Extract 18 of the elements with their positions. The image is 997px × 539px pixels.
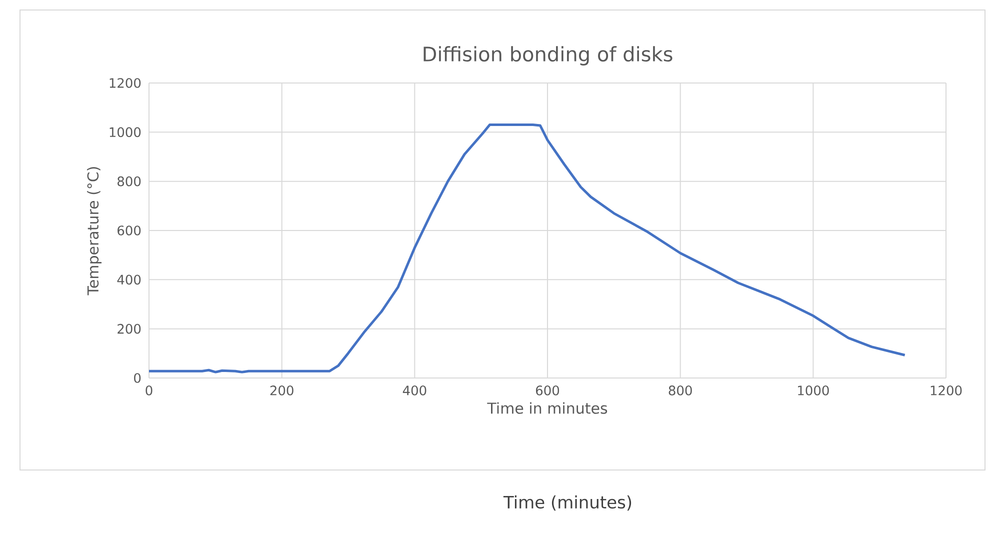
y-tick-label: 0 (134, 373, 141, 383)
y-tick-label: 600 (118, 226, 141, 236)
chart-title: Diffision bonding of disks (424, 46, 672, 66)
x-tick-label: 600 (536, 386, 560, 396)
x-tick-label: 1200 (930, 386, 962, 396)
y-tick-label: 1200 (110, 78, 141, 88)
x-tick-label: 0 (146, 386, 152, 396)
x-tick-label: 200 (270, 386, 294, 396)
x-axis-title: Time in minutes (487, 402, 608, 414)
y-tick-label: 200 (118, 324, 141, 334)
x-tick-label: 1000 (798, 386, 829, 396)
text: Time (minutes) (503, 495, 632, 511)
x-tick-label: 800 (668, 386, 692, 396)
y-tick-label: 800 (118, 176, 141, 186)
x-tick-label: 400 (402, 386, 426, 396)
y-tick-label: 1000 (110, 127, 141, 138)
y-axis-title: Temperature (°C) (87, 167, 102, 296)
y-tick-label: 400 (117, 274, 141, 285)
